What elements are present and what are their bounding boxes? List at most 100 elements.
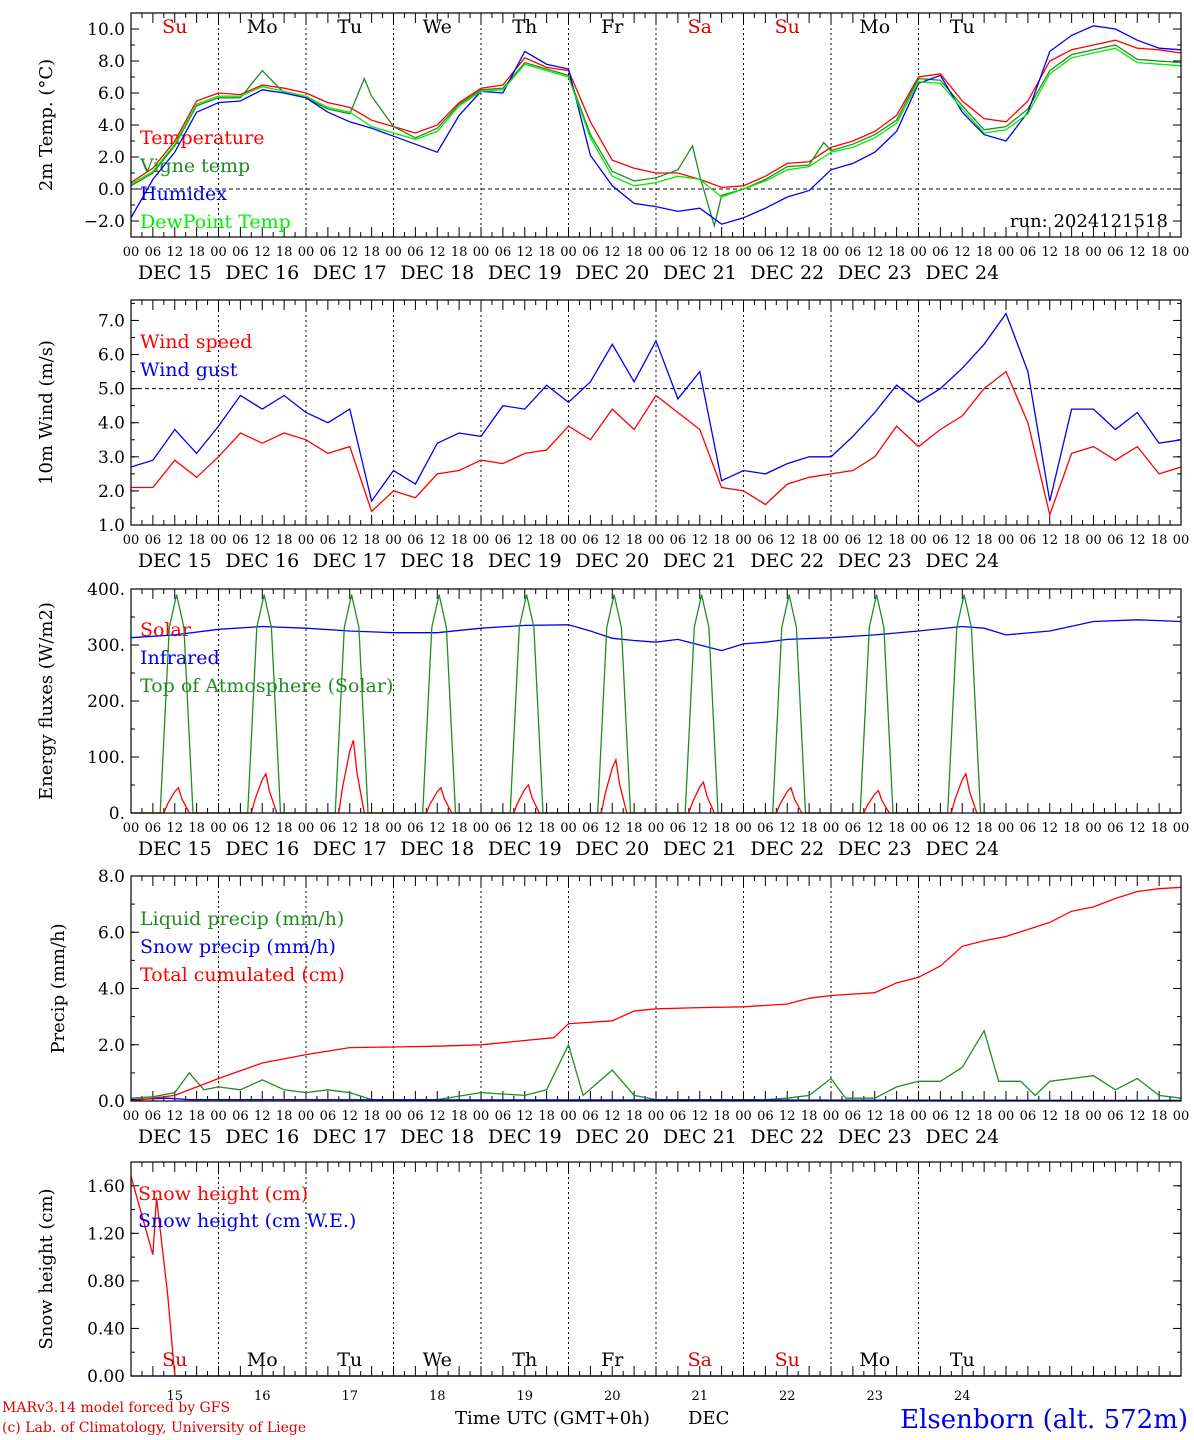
hour-label: 00 [298,533,315,548]
y-axis-label: Snow height (cm) [36,1188,57,1349]
hour-label: 06 [670,821,687,836]
y-tick-label: 0. [109,804,125,824]
plot-frame [130,12,1182,238]
hour-label: 18 [1151,245,1168,260]
hour-label: 06 [1107,245,1124,260]
series-line [130,312,1182,503]
hour-label: 00 [823,533,840,548]
y-tick-label: 1.0 [98,516,125,536]
date-label: DEC 19 [488,262,562,284]
hour-label: 06 [582,245,599,260]
date-label: DEC 15 [138,838,212,860]
hour-label: 18 [188,821,205,836]
credit-line-1: MARv3.14 model forced by GFS [2,1400,230,1416]
y-tick-label: 8.0 [98,52,125,72]
chart-panel-4: 0.0 2.0 4.0 6.0 8.0 Precip (mm/h) Liquid preci… [48,867,1189,1148]
hour-label: 12 [166,1109,183,1124]
series-line [131,739,1181,814]
hour-label: 18 [626,533,643,548]
day-number-label: 21 [691,1389,708,1404]
date-label: DEC 21 [663,838,737,860]
y-axis-label: Precip (mm/h) [48,923,69,1053]
weekday-label: Sa [688,16,712,38]
hour-label: 18 [626,1109,643,1124]
hour-label: 00 [648,1109,665,1124]
weekday-label: Fr [601,16,624,38]
hour-label: 06 [407,1109,424,1124]
hour-label: 18 [888,1109,905,1124]
date-label: DEC 20 [575,1126,649,1148]
date-label: DEC 23 [838,262,912,284]
y-tick-label: 1.20 [87,1224,125,1244]
hour-label: 06 [232,1109,249,1124]
weekday-label: Tu [950,16,975,38]
hour-label: 06 [845,245,862,260]
y-tick-label: 6.0 [98,84,125,104]
hour-label: 00 [1085,821,1102,836]
hour-label: 12 [691,533,708,548]
date-label: DEC 17 [313,838,387,860]
hour-label: 06 [757,821,774,836]
hour-label: 12 [779,533,796,548]
hour-label: 00 [910,1109,927,1124]
hour-label: 12 [341,1109,358,1124]
hour-label: 18 [888,821,905,836]
hour-label: 00 [735,245,752,260]
hour-label: 18 [1063,245,1080,260]
y-axis-label: 2m Temp. (°C) [36,59,57,191]
hour-label: 18 [276,245,293,260]
y-axis-label: 10m Wind (m/s) [36,340,57,485]
hour-label: 00 [385,245,402,260]
chart-panel-3: 0. 100. 200. 300. 400. Energy fluxes (W/m2) So… [36,580,1189,860]
credit-line-2: (c) Lab. of Climatology, University of L… [2,1420,306,1436]
hour-label: 00 [998,533,1015,548]
legend-entry: Wind gust [140,359,238,381]
hour-label: 12 [954,1109,971,1124]
hour-label: 18 [801,821,818,836]
hour-label: 18 [713,533,730,548]
date-label: DEC 24 [925,550,999,572]
hour-label: 12 [866,245,883,260]
hour-label: 18 [1063,1109,1080,1124]
weekday-label: Mo [859,16,890,38]
y-tick-label: 2.0 [98,482,125,502]
hour-label: 00 [560,533,577,548]
hour-label: 12 [1041,533,1058,548]
y-tick-label: 200. [87,692,125,712]
legend-entry: Snow height (cm) [138,1183,308,1205]
hour-label: 18 [1063,821,1080,836]
hour-label: 00 [1085,1109,1102,1124]
hour-label: 18 [713,821,730,836]
hour-label: 06 [670,533,687,548]
hour-label: 18 [801,1109,818,1124]
hour-label: 00 [823,1109,840,1124]
y-tick-label: 0.00 [87,1367,125,1387]
hour-label: 18 [188,245,205,260]
hour-label: 12 [1041,1109,1058,1124]
legend-entry: Top of Atmosphere (Solar) [140,675,393,697]
y-tick-label: 4.0 [98,414,125,434]
hour-label: 12 [604,245,621,260]
hour-label: 12 [954,821,971,836]
hour-label: 06 [145,245,162,260]
y-tick-label: 0.0 [98,1092,125,1112]
date-label: DEC 20 [575,838,649,860]
hour-label: 06 [145,533,162,548]
hour-label: 18 [888,245,905,260]
date-label: DEC 16 [225,838,299,860]
hour-label: 12 [516,533,533,548]
hour-label: 12 [1129,245,1146,260]
footer: MARv3.14 model forced by GFS (c) Lab. of… [2,1400,1188,1436]
month-label: DEC [688,1408,729,1429]
day-number-label: 15 [166,1389,183,1404]
hour-label: 00 [473,1109,490,1124]
hour-label: 06 [932,245,949,260]
chart-panel-2: 1.0 2.0 3.0 4.0 5.0 6.0 7.0 10m Wind (m/s) Wind … [36,299,1189,572]
hour-label: 00 [298,821,315,836]
hour-label: 00 [473,245,490,260]
hour-label: 06 [232,821,249,836]
y-tick-label: 1.60 [87,1177,125,1197]
hour-label: 06 [1020,1109,1037,1124]
hour-label: 12 [1129,821,1146,836]
hour-label: 06 [757,533,774,548]
